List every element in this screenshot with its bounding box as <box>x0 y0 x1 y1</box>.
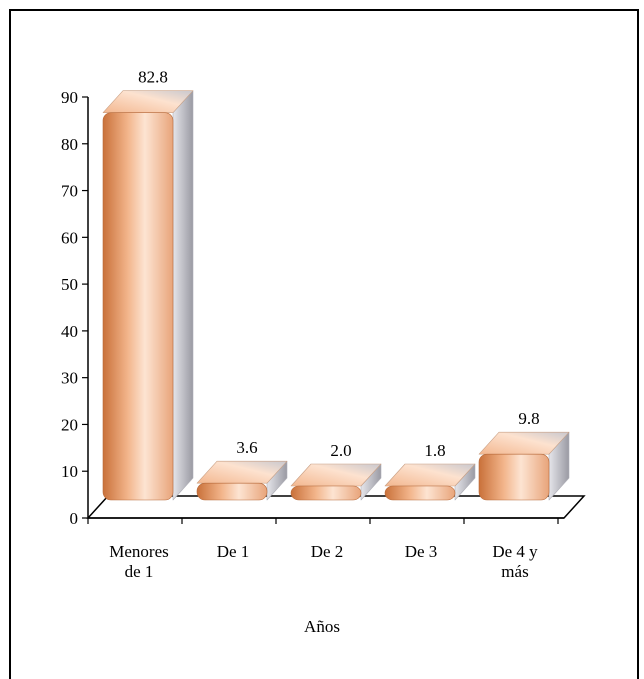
y-tick-label: 50 <box>61 275 78 294</box>
data-label: 1.8 <box>424 441 445 460</box>
y-tick-label: 40 <box>61 322 78 341</box>
y-axis: 0 10 20 30 40 50 60 70 80 90 <box>61 88 89 528</box>
x-tick-label: De 3 <box>405 542 438 561</box>
y-tick-label: 20 <box>61 415 78 434</box>
chart-frame <box>9 9 639 679</box>
bar <box>478 431 570 501</box>
x-axis-title: Años <box>304 617 340 636</box>
y-tick-label: 10 <box>61 462 78 481</box>
y-tick-label: 60 <box>61 228 78 247</box>
x-axis-labels: Menores de 1 De 1 De 2 De 3 De 4 y más <box>109 542 538 581</box>
y-tick-label: 70 <box>61 182 78 201</box>
x-tick-label: Menores de 1 <box>109 542 168 581</box>
x-tick-label: De 1 <box>217 542 250 561</box>
y-tick-label: 30 <box>61 369 78 388</box>
data-label: 82.8 <box>138 68 168 87</box>
y-tick-label: 0 <box>70 509 79 528</box>
data-label: 3.6 <box>236 438 257 457</box>
x-tick-label: De 4 y más <box>492 542 538 581</box>
bar <box>384 463 476 501</box>
y-tick-label: 90 <box>61 88 78 107</box>
bar <box>102 90 194 501</box>
bars <box>102 90 570 501</box>
bar <box>196 460 288 501</box>
x-tick-label: De 2 <box>311 542 344 561</box>
bar <box>290 463 382 501</box>
y-tick-label: 80 <box>61 135 78 154</box>
data-label: 9.8 <box>518 409 539 428</box>
data-label: 2.0 <box>330 441 351 460</box>
data-labels: 82.8 3.6 2.0 1.8 9.8 <box>138 68 540 460</box>
chart-floor <box>86 495 586 524</box>
